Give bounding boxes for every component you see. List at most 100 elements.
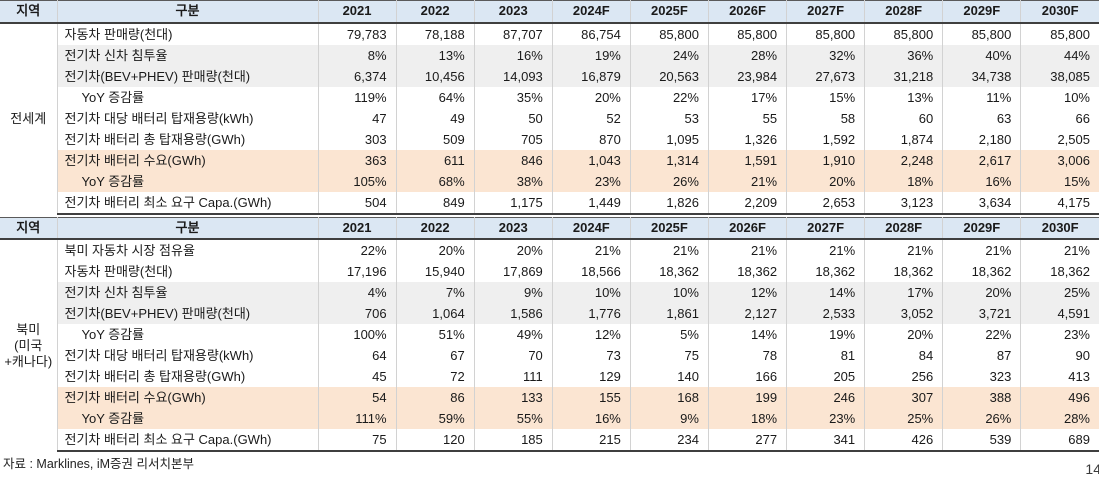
data-cell: 49% — [474, 324, 553, 345]
data-cell: 12% — [552, 324, 631, 345]
data-cell: 185 — [474, 429, 553, 452]
data-cell: 23% — [786, 408, 866, 429]
data-cell: 140 — [630, 366, 709, 387]
data-cell: 66 — [1075, 110, 1090, 126]
row-label: YoY 증감률 — [57, 324, 319, 345]
data-cell: 63 — [942, 107, 1022, 129]
page-number: 14 — [1085, 461, 1099, 477]
data-cell: 81 — [786, 345, 866, 366]
data-cell: 256 — [864, 366, 944, 387]
row-label: 전기차 배터리 최소 요구 Capa.(GWh) — [57, 429, 319, 452]
data-cell: 1,861 — [630, 303, 709, 324]
data-cell: 22% — [630, 86, 709, 108]
data-cell: 20% — [864, 324, 944, 345]
data-cell: 47 — [318, 107, 397, 129]
data-cell: 20% — [474, 239, 553, 261]
data-cell: 17,869 — [474, 261, 553, 282]
data-cell: 17% — [864, 282, 944, 303]
data-cell: 23% — [552, 170, 631, 192]
row-label: 전기차 대당 배터리 탑재용량(kWh) — [57, 345, 319, 366]
data-cell: 1,175 — [474, 191, 553, 215]
data-cell: 2,180 — [942, 128, 1022, 150]
data-cell: 40% — [942, 44, 1022, 66]
data-cell: 1,095 — [630, 128, 709, 150]
data-cell: 10% — [1063, 89, 1090, 105]
table-row: YoY 증감률 105% 68% 38% 23% 26% 21% 20% 18% 16% 15% — [0, 170, 1099, 192]
data-cell: 10% — [630, 282, 709, 303]
data-cell: 23,984 — [708, 65, 788, 87]
data-cell: 22% — [318, 239, 397, 261]
data-cell: 2,209 — [708, 191, 788, 215]
data-cell: 413 — [1068, 369, 1090, 384]
data-cell: 5% — [630, 324, 709, 345]
data-cell: 111 — [474, 366, 553, 387]
data-cell: 20,563 — [630, 65, 709, 87]
data-cell: 323 — [942, 366, 1022, 387]
data-cell: 21% — [708, 239, 788, 261]
data-cell: 28% — [708, 44, 788, 66]
data-cell: 35% — [474, 86, 553, 108]
data-cell: 36% — [864, 44, 944, 66]
data-cell: 1,043 — [552, 149, 631, 171]
data-cell: 15% — [1020, 170, 1099, 192]
column-header-2030f: 2030F — [1020, 216, 1099, 240]
data-cell: 72 — [396, 366, 475, 387]
data-cell: 55% — [474, 408, 553, 429]
data-cell: 496 — [1020, 387, 1099, 408]
data-cell: 246 — [786, 387, 866, 408]
data-cell: 13% — [864, 86, 944, 108]
data-cell: 21% — [630, 239, 709, 261]
data-cell: 1,314 — [630, 149, 709, 171]
data-cell: 44% — [1020, 44, 1099, 66]
table-row: 전세계 자동차 판매량(천대) 79,783 78,188 87,707 86,754 85… — [0, 22, 1099, 214]
data-cell: 25% — [864, 408, 944, 429]
data-cell: 303 — [318, 128, 397, 150]
category-column-header: 구분 — [57, 216, 319, 240]
data-cell: 11% — [942, 86, 1022, 108]
row-label: YoY 증감률 — [57, 408, 319, 429]
category-column-header: 구분 — [57, 0, 319, 24]
data-cell: 17,196 — [318, 261, 397, 282]
data-cell: 54 — [318, 387, 397, 408]
data-cell: 3,006 — [1020, 149, 1099, 171]
data-cell: 28% — [1020, 408, 1099, 429]
data-cell: 14,093 — [474, 65, 553, 87]
data-cell: 45 — [318, 366, 397, 387]
data-cell: 20% — [942, 282, 1022, 303]
data-cell: 19% — [552, 44, 631, 66]
data-cell: 26% — [942, 408, 1022, 429]
row-label: 전기차 신차 침투율 — [57, 44, 319, 66]
column-header-2026f: 2026F — [708, 216, 788, 240]
row-label: 자동차 판매량(천대) — [57, 22, 319, 45]
data-cell: 31,218 — [864, 65, 944, 87]
table-row: 자동차 판매량(천대) 17,196 15,940 17,869 18,566 18,36… — [0, 261, 1099, 282]
data-cell: 3,634 — [942, 191, 1022, 215]
data-cell: 50 — [474, 107, 553, 129]
column-header-2024f: 2024F — [552, 216, 631, 240]
data-cell: 18,362 — [630, 261, 709, 282]
data-cell: 4% — [318, 282, 397, 303]
data-cell: 706 — [318, 303, 397, 324]
data-cell: 21% — [708, 170, 788, 192]
data-cell: 22% — [942, 324, 1022, 345]
data-cell: 199 — [708, 387, 788, 408]
data-cell: 2,127 — [708, 303, 788, 324]
data-cell: 205 — [786, 366, 866, 387]
column-header-2023: 2023 — [474, 0, 553, 24]
column-header-2029f: 2029F — [942, 216, 1022, 240]
data-cell: 20% — [552, 86, 631, 108]
data-table-section-1: 지역 구분 2021 2022 2023 2024F 2025F 2026F 2027F 2028… — [0, 216, 1099, 452]
table-row: 전기차 배터리 수요(GWh) 363 611 846 1,043 1,314 1,591 1… — [0, 149, 1099, 171]
data-cell: 68% — [396, 170, 475, 192]
source-note: 자료 : Marklines, iM증권 리서치본부 — [3, 457, 195, 471]
data-cell: 16% — [552, 408, 631, 429]
data-cell: 75 — [318, 429, 397, 452]
data-cell: 120 — [396, 429, 475, 452]
data-cell: 2,533 — [786, 303, 866, 324]
table-row: 전기차(BEV+PHEV) 판매량(천대) 706 1,064 1,586 1,776 1… — [0, 303, 1099, 324]
table-row: 전기차 배터리 최소 요구 Capa.(GWh) 504 849 1,175 1,449… — [0, 191, 1099, 215]
data-cell: 24% — [630, 44, 709, 66]
column-header-2023: 2023 — [474, 216, 553, 240]
table-row: 전기차 배터리 총 탑재용량(GWh) 303 509 705 870 1,095 1,32… — [0, 128, 1099, 150]
column-header-2022: 2022 — [396, 0, 475, 24]
